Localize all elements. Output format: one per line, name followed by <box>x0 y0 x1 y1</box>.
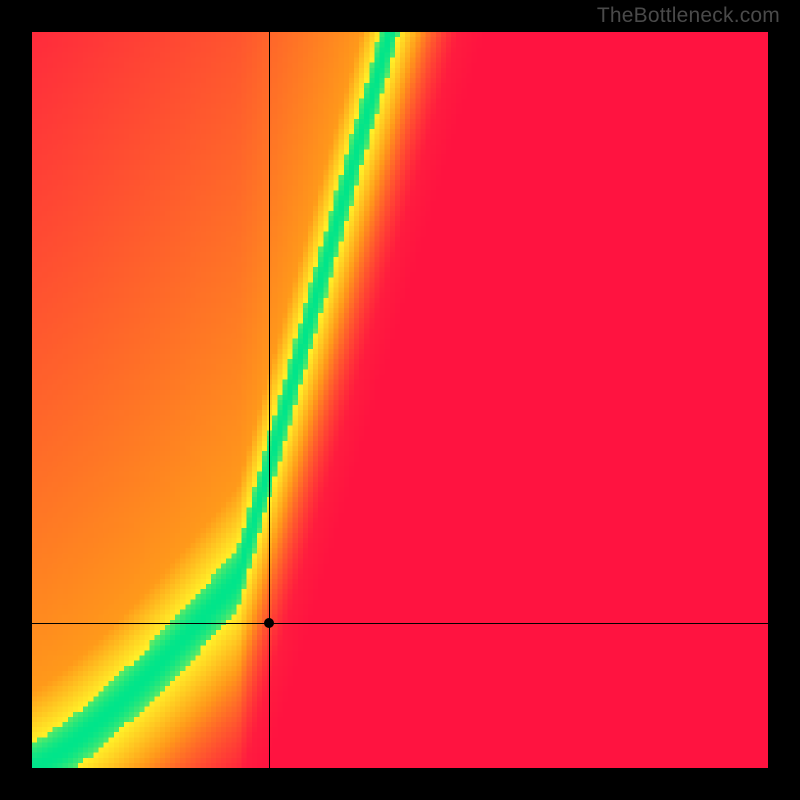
crosshair-horizontal <box>32 623 768 624</box>
watermark-text: TheBottleneck.com <box>597 4 780 28</box>
heatmap-canvas <box>32 32 768 768</box>
crosshair-vertical <box>269 32 270 768</box>
crosshair-marker <box>264 618 274 628</box>
heatmap-plot <box>32 32 768 768</box>
